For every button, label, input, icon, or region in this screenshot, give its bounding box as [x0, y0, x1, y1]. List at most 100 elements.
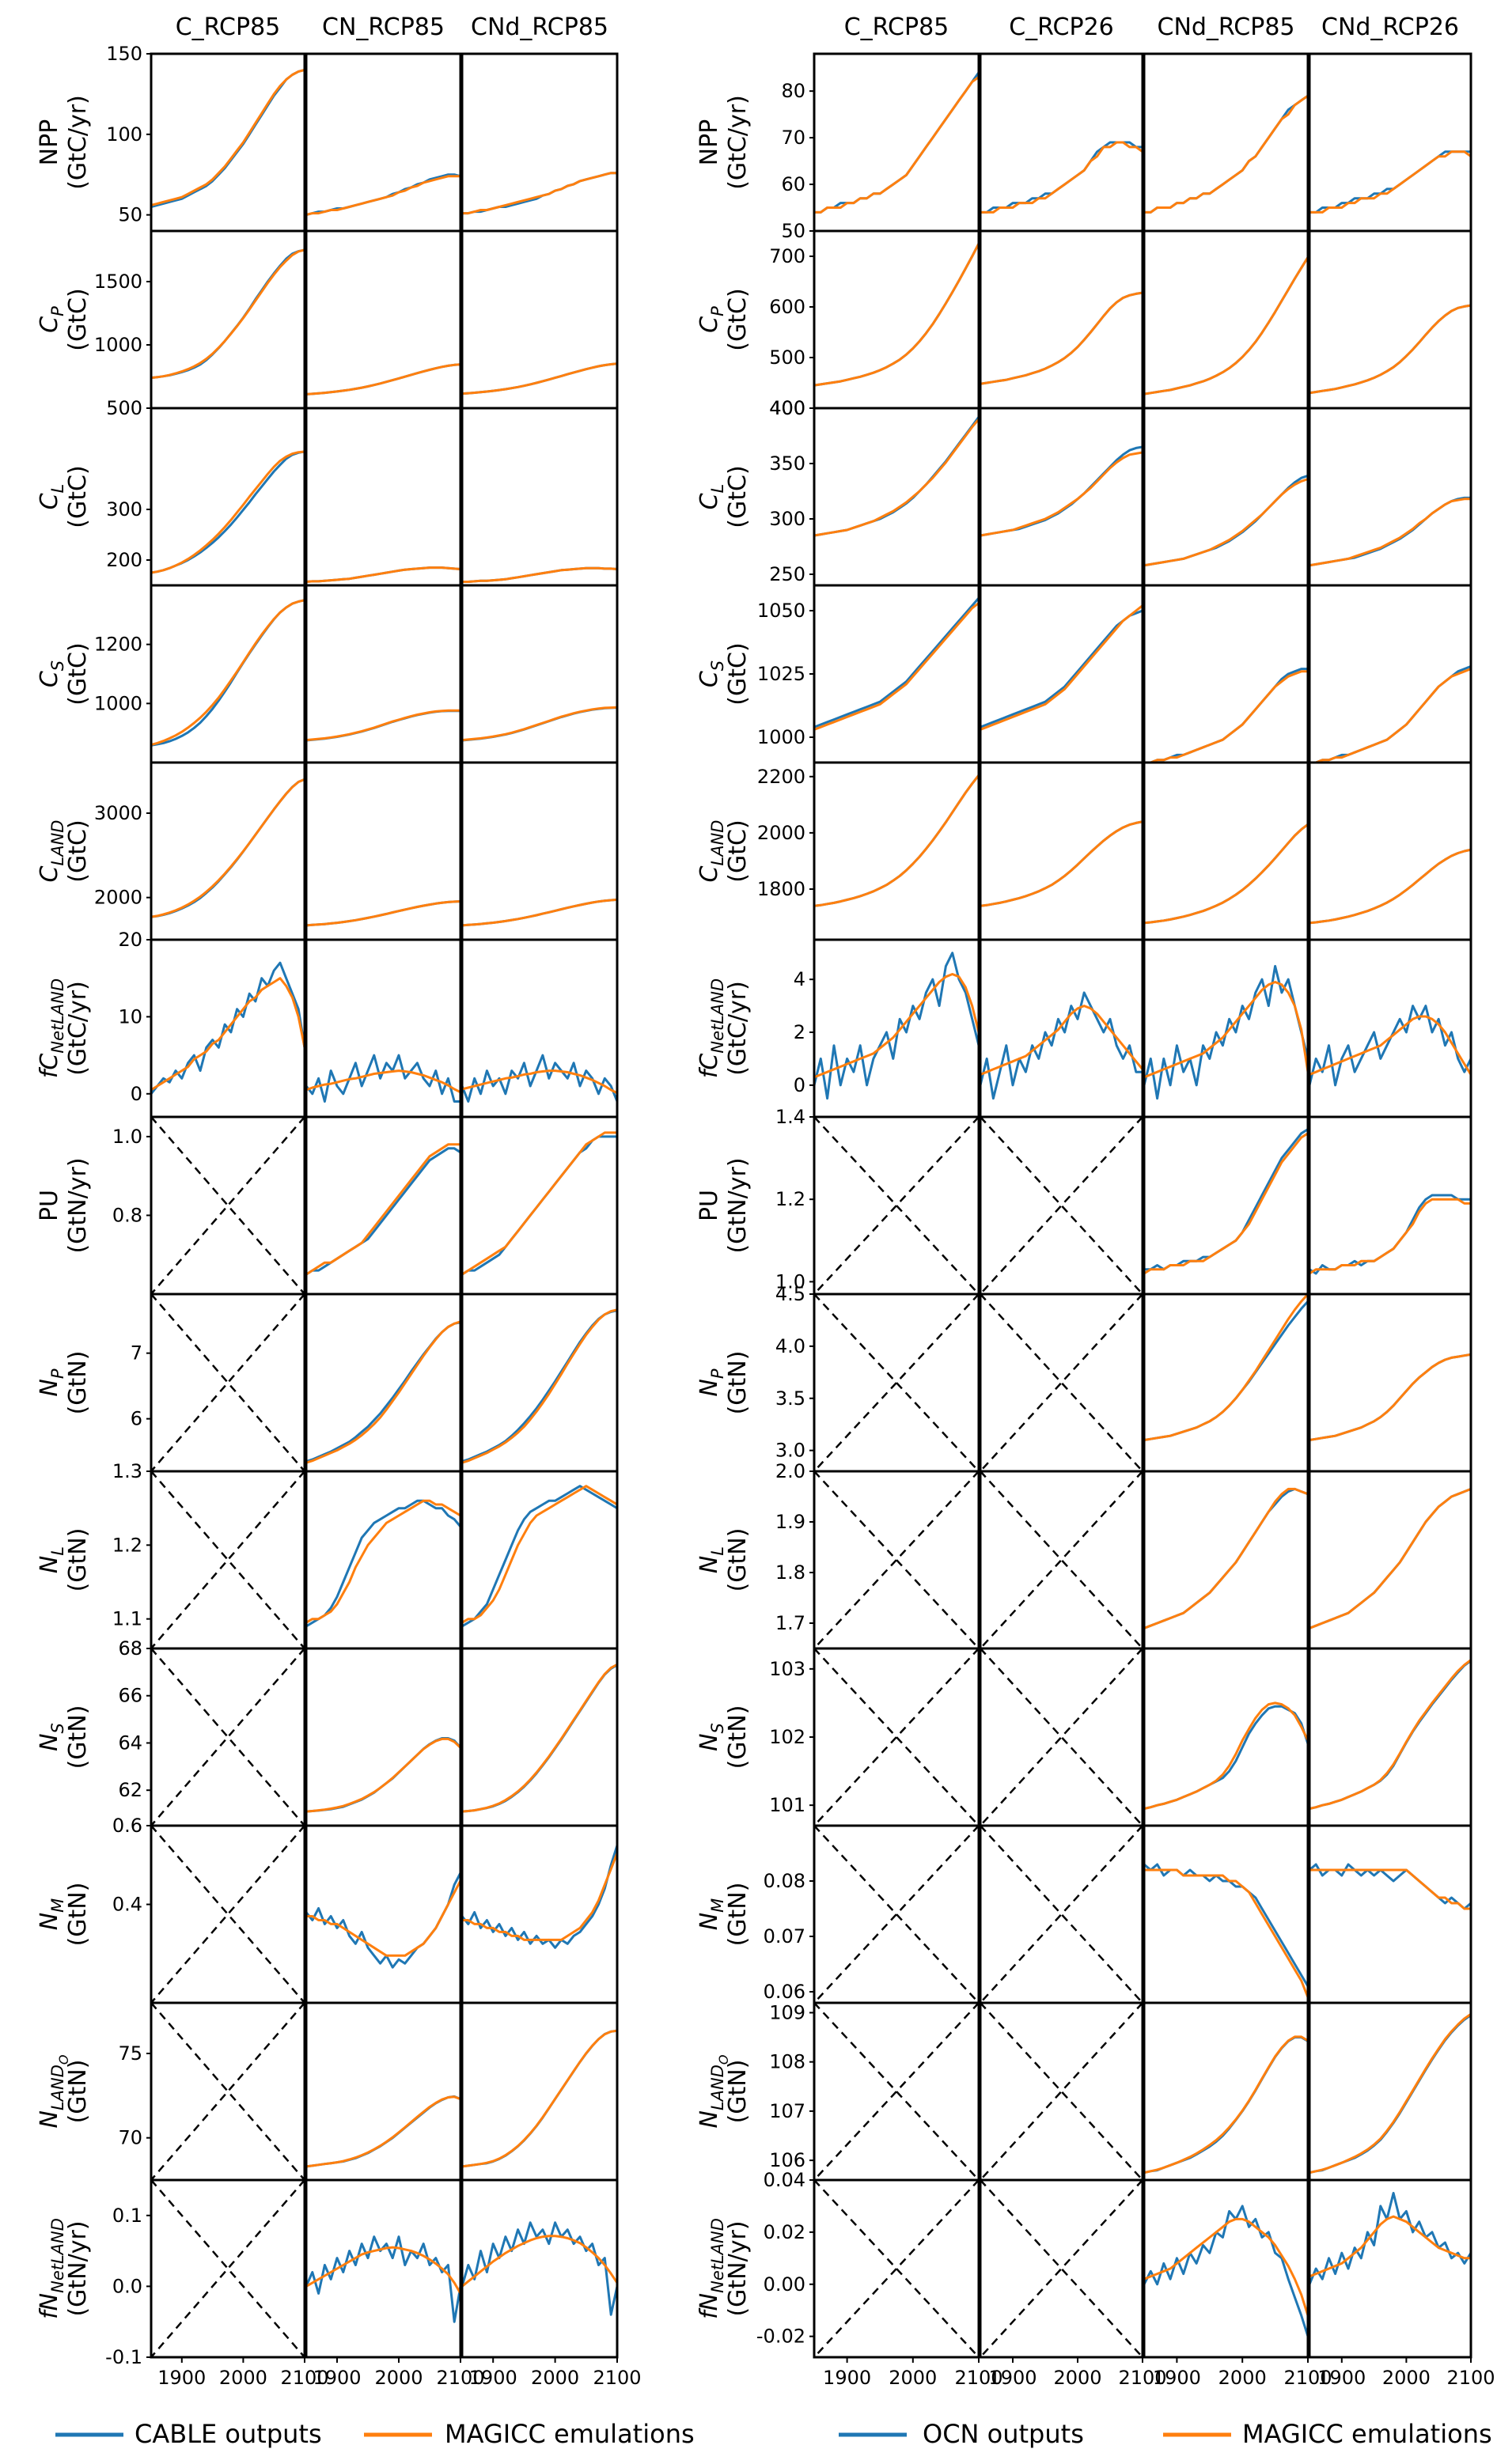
panel-c2-r4	[460, 761, 619, 941]
model-series-line	[306, 173, 460, 217]
y-tick-label: 500	[106, 397, 142, 419]
model-series-line	[1144, 1863, 1308, 1987]
panel-frame	[150, 1115, 306, 1296]
legend-model-label: OCN outputs	[923, 2419, 1084, 2449]
x-tick-label: 2000	[1218, 2367, 1267, 2389]
row-label-fC_NetLAND-g1: fCNetLAND(GtC/yr)	[695, 978, 752, 1078]
panel-c2-r9	[460, 1647, 619, 1827]
model-series-line	[1309, 848, 1471, 925]
panel-frame	[1308, 229, 1472, 410]
svg-text:NS: NS	[36, 1723, 67, 1751]
column-title-3: C_RCP85	[844, 13, 949, 41]
svg-text:(GtN): (GtN)	[724, 1351, 752, 1415]
y-tick-label: 0.6	[112, 1815, 142, 1837]
panel-c1-r9	[305, 1647, 462, 1827]
model-series-line	[1144, 823, 1308, 925]
panel-frame	[1308, 52, 1472, 233]
y-tick-label: 1200	[94, 634, 142, 656]
row-label-N_LAND_O-g1: NLANDO(GtN)	[695, 2055, 752, 2129]
y-tick-label: 0.08	[764, 1870, 805, 1892]
emulation-series-line	[1144, 478, 1308, 567]
row-label-N_P-g0: NP(GtN)	[36, 1351, 92, 1415]
empty-panel-cross	[150, 1825, 305, 2004]
y-tick-label: 1000	[757, 726, 805, 748]
y-tick-label: 4	[794, 968, 805, 990]
y-tick-label: 0.4	[112, 1894, 142, 1916]
emulation-series-line	[1309, 668, 1471, 763]
panel-c0-r4: 2000 3000	[94, 761, 306, 941]
panel-frame	[460, 584, 619, 764]
panel-frame	[460, 2178, 619, 2359]
empty-panel-cross	[150, 1116, 305, 1295]
model-series-line	[462, 1054, 617, 1103]
emulation-series-line	[980, 604, 1143, 731]
model-series-line	[1144, 474, 1308, 567]
panel-c3-r7: 3.0 3.5 4.0 4.5	[775, 1283, 980, 1473]
model-series-line	[306, 1147, 460, 1276]
panel-frame	[150, 52, 306, 233]
panel-frame	[150, 1824, 306, 2004]
panel-c5-r9	[1143, 1647, 1309, 1827]
x-tick-label: 2100	[593, 2367, 641, 2389]
panel-c5-r0	[1143, 52, 1309, 233]
emulation-series-line	[306, 1880, 460, 1957]
emulation-series-line	[462, 172, 617, 215]
panel-c3-r2: 250 300 350 400	[769, 397, 980, 587]
row-label-C_L-g1: CL(GtC)	[695, 465, 752, 528]
panel-frame	[1308, 2001, 1472, 2182]
svg-text:CS: CS	[36, 660, 67, 687]
emulation-series-line	[1144, 1868, 1308, 1998]
empty-panel-cross	[150, 1470, 305, 1649]
panel-c1-r3	[305, 584, 462, 764]
y-tick-label: 600	[769, 296, 805, 318]
empty-panel-cross	[150, 1470, 305, 1649]
panel-c2-r6	[460, 1115, 619, 1296]
panel-c5-r12: 1900 2000 2100	[1143, 2178, 1332, 2389]
column-title-1: CN_RCP85	[322, 13, 445, 41]
panel-c5-r5	[1143, 938, 1309, 1118]
emulation-series-line	[306, 566, 460, 583]
emulation-series-line	[306, 1320, 460, 1464]
empty-panel-cross	[150, 1648, 305, 1826]
y-tick-label: 1.0	[775, 1270, 805, 1293]
panel-c4-r8	[979, 1470, 1144, 1650]
column-title-5: CNd_RCP85	[1158, 13, 1295, 41]
panel-c4-r6	[979, 1115, 1144, 1296]
svg-text:CL: CL	[36, 484, 67, 510]
emulation-series-line	[1144, 1701, 1308, 1810]
panel-c5-r6	[1143, 1115, 1309, 1296]
svg-text:NL: NL	[36, 1546, 67, 1573]
model-series-line	[151, 248, 305, 380]
x-tick-label: 1900	[469, 2367, 517, 2389]
model-series-line	[1309, 496, 1471, 567]
model-series-line	[306, 1054, 460, 1103]
emulation-series-line	[980, 820, 1143, 907]
y-tick-label: 3.0	[775, 1440, 805, 1462]
panel-frame	[1143, 761, 1309, 941]
svg-text:(GtN/yr): (GtN/yr)	[64, 1157, 92, 1253]
panel-frame	[1143, 1470, 1309, 1650]
y-tick-label: 102	[769, 1726, 805, 1748]
panel-c4-r5	[979, 938, 1144, 1118]
emulation-series-line	[306, 1737, 460, 1813]
emulation-series-line	[1309, 498, 1471, 567]
svg-text:NLANDO: NLANDO	[36, 2055, 71, 2129]
model-series-line	[151, 599, 305, 747]
svg-text:fNNetLAND: fNNetLAND	[695, 2218, 727, 2319]
y-tick-label: 107	[769, 2100, 805, 2122]
emulation-series-line	[1144, 256, 1308, 396]
y-tick-label: 2	[794, 1021, 805, 1043]
panel-frame	[1143, 2001, 1309, 2182]
emulation-series-line	[462, 706, 617, 742]
panel-c3-r12: -0.02 0.00 0.02 0.04 1900 2000 2100	[756, 2169, 1003, 2389]
emulation-series-line	[462, 1069, 617, 1095]
model-series-line	[1144, 94, 1308, 214]
emulation-series-line	[151, 450, 305, 574]
legend-model-label: CABLE outputs	[135, 2419, 322, 2449]
panel-frame	[1143, 1293, 1309, 1473]
panel-c2-r0	[460, 52, 619, 233]
x-tick-label: 2100	[1118, 2367, 1166, 2389]
panel-frame	[150, 407, 306, 587]
emulation-series-line	[1144, 2217, 1308, 2316]
panel-frame	[1308, 1293, 1472, 1473]
